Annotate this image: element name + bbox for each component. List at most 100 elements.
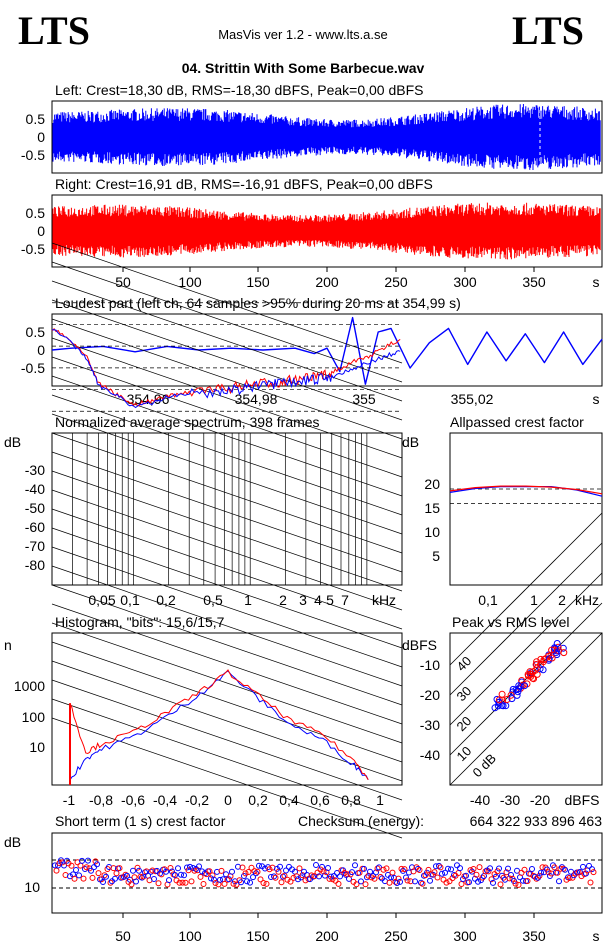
peak-rms-point: [559, 644, 567, 652]
crest-point: [470, 866, 477, 872]
ytick-label: 1000: [14, 678, 45, 694]
crest-point: [329, 876, 336, 883]
spectrum-xticks: 0,05 0,1 0,2 0,5 1 2 3 4 5 7 kHz: [88, 592, 396, 608]
diagonal-label: 40: [454, 653, 475, 674]
short-term-plot: [51, 832, 603, 914]
crest-point: [473, 871, 480, 878]
peak-rms-title: Peak vs RMS level: [452, 614, 569, 630]
crest-point: [566, 875, 573, 881]
right-waveform-plot: [51, 194, 603, 268]
crest-point: [238, 879, 244, 886]
spectrum-ylabel: dB: [4, 434, 21, 450]
peak-rms-point: [524, 671, 532, 678]
crest-point: [361, 865, 367, 872]
spectrum-slope-line: [51, 660, 403, 782]
crest-point: [254, 868, 261, 875]
crest-point: [529, 866, 535, 872]
ytick-label: 0: [37, 129, 45, 145]
xtick-label: 2: [558, 592, 566, 608]
crest-point: [322, 872, 328, 879]
crest-point: [247, 879, 253, 886]
ytick-label: 0: [37, 342, 45, 358]
crest-point: [133, 878, 139, 885]
ytick-label: -30: [25, 462, 45, 478]
peak-rms-xlabel: dBFS: [564, 792, 599, 808]
ytick-label: -0.5: [21, 241, 45, 257]
crest-point: [116, 865, 123, 872]
ytick-label: 10: [424, 524, 440, 540]
xtick-label: 1: [376, 792, 384, 808]
crest-point: [256, 862, 262, 869]
crest-point: [416, 867, 423, 873]
crest-point: [136, 867, 142, 874]
ytick-label: 100: [22, 709, 46, 725]
peak-rms-point: [515, 682, 523, 690]
crest-point: [191, 867, 198, 874]
ytick-label: 0.5: [26, 111, 46, 127]
crest-point: [377, 874, 384, 880]
crest-point: [253, 870, 259, 877]
crest-point: [380, 866, 387, 873]
crest-point: [368, 874, 375, 881]
spectrum-slope-line: [51, 641, 403, 763]
crest-point: [400, 867, 406, 874]
crest-point: [556, 878, 562, 885]
crest-point: [53, 867, 60, 874]
crest-point: [418, 879, 424, 886]
xtick-label: 350: [522, 928, 546, 944]
crest-point: [358, 878, 364, 885]
crest-point: [263, 880, 270, 887]
short-term-title: Short term (1 s) crest factor: [55, 813, 226, 829]
crest-point: [314, 869, 321, 876]
xtick-label: kHz: [372, 592, 396, 608]
crest-point: [278, 879, 285, 886]
peak-rms-point: [553, 640, 561, 647]
spectrum-slope-line: [51, 603, 403, 725]
checksum-label: Checksum (energy):: [298, 813, 424, 829]
crest-point: [335, 880, 342, 887]
spectrum-slope-line: [51, 356, 403, 478]
spectrum-slope-line: [51, 280, 403, 402]
crest-point: [371, 875, 378, 882]
xtick-label: 150: [246, 928, 270, 944]
crest-point: [386, 879, 393, 886]
peak-rms-point: [548, 654, 556, 662]
peak-rms-point: [527, 670, 535, 678]
peak-rms-point: [507, 691, 515, 699]
crest-point: [373, 869, 379, 876]
crest-point: [353, 881, 360, 888]
ytick-label: 20: [424, 476, 440, 492]
crest-point: [287, 878, 294, 885]
crest-point: [197, 873, 204, 880]
crest-point: [295, 876, 301, 883]
ytick-label: 0: [37, 223, 45, 239]
histogram-trace: [69, 670, 369, 781]
crest-point: [134, 864, 141, 871]
crest-point: [419, 880, 426, 887]
crest-point: [89, 874, 96, 881]
crest-point: [497, 881, 504, 888]
xtick-label: -30: [500, 792, 520, 808]
crest-point: [316, 873, 322, 880]
crest-point: [67, 873, 73, 880]
crest-point: [457, 865, 463, 872]
spectrum-slope-line: [51, 242, 403, 364]
crest-point: [196, 863, 202, 870]
waveform-trace: [52, 202, 601, 260]
app-title: MasVis ver 1.2 - www.lts.a.se: [218, 27, 388, 42]
crest-point: [151, 876, 157, 882]
xtick-label: 200: [315, 274, 339, 290]
ytick-label: 10: [29, 739, 45, 755]
crest-point: [221, 880, 228, 887]
crest-point: [356, 869, 363, 876]
xtick-label: 100: [178, 274, 202, 290]
right-channel-stats: Right: Crest=16,91 dB, RMS=-16,91 dBFS, …: [55, 176, 433, 192]
crest-point: [182, 879, 189, 886]
left-channel-stats: Left: Crest=18,30 dB, RMS=-18,30 dBFS, P…: [55, 82, 423, 98]
spectrum-slope-line: [51, 489, 403, 611]
xtick-label: 0,6: [310, 792, 330, 808]
spectrum-slope-line: [51, 299, 403, 421]
xtick-label: 300: [453, 274, 477, 290]
xtick-label: 1: [244, 592, 252, 608]
